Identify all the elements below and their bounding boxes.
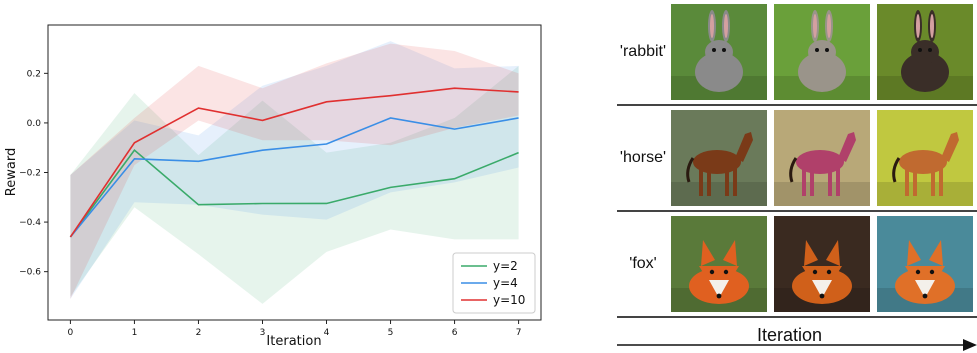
band-y10 <box>70 43 519 299</box>
row-label-fox: 'fox' <box>629 255 657 272</box>
grid-row-fox: 'fox' <box>617 212 977 318</box>
band-y4 <box>70 41 519 299</box>
horse-image-3 <box>877 110 973 206</box>
grid-row-rabbit: 'rabbit' <box>617 0 977 106</box>
line-y4 <box>69 117 519 238</box>
x-tick-label: 5 <box>388 328 394 338</box>
y-tick-label: −0.6 <box>19 268 41 278</box>
row-label-horse: 'horse' <box>619 149 667 166</box>
x-tick-label: 2 <box>196 328 202 338</box>
iteration-arrow <box>617 339 977 351</box>
legend-label-y4: y=4 <box>493 276 518 290</box>
y-axis-label: Reward <box>4 148 19 196</box>
confidence-bands <box>70 41 519 304</box>
legend-box <box>452 252 536 314</box>
y-tick-label: 0.2 <box>27 69 41 79</box>
grid-iteration-label: Iteration <box>756 325 823 345</box>
x-tick-label: 6 <box>452 328 458 338</box>
x-tick-label: 0 <box>68 328 74 338</box>
arrow-head-icon <box>963 339 977 351</box>
row-label-rabbit: 'rabbit' <box>619 43 667 60</box>
y-tick-label: −0.2 <box>19 169 41 179</box>
fox-image-3 <box>877 216 973 312</box>
legend: y=2 y=4 y=10 <box>452 252 536 314</box>
y-axis-ticks: −0.6 −0.4 −0.2 0.0 0.2 <box>19 69 48 278</box>
image-grid: 'rabbit' <box>617 0 977 325</box>
legend-label-y10: y=10 <box>493 293 525 307</box>
x-tick-label: 7 <box>516 328 522 338</box>
x-axis-label: Iteration <box>266 334 321 349</box>
fox-image-1 <box>671 216 767 312</box>
x-tick-label: 4 <box>324 328 330 338</box>
horse-image-2 <box>774 110 870 206</box>
y-tick-label: 0.0 <box>27 119 42 129</box>
reward-chart: 0 1 2 3 4 5 6 7 −0.6 −0.4 −0.2 0.0 0.2 Iteration Re… <box>4 24 542 349</box>
series-lines <box>69 87 519 238</box>
y-tick-label: −0.4 <box>19 218 41 228</box>
x-axis-ticks: 0 1 2 3 4 5 6 7 <box>68 320 522 338</box>
fox-image-2 <box>774 216 870 312</box>
line-y10 <box>69 87 519 238</box>
rabbit-image-2 <box>774 4 870 100</box>
grid-row-horse: 'horse' <box>617 106 977 212</box>
rabbit-image-3 <box>877 4 973 100</box>
horse-image-1 <box>671 110 767 206</box>
rabbit-image-1 <box>671 4 767 100</box>
x-tick-label: 1 <box>132 328 138 338</box>
band-y2 <box>70 65 519 304</box>
x-tick-label: 3 <box>260 328 266 338</box>
legend-label-y2: y=2 <box>493 259 518 273</box>
